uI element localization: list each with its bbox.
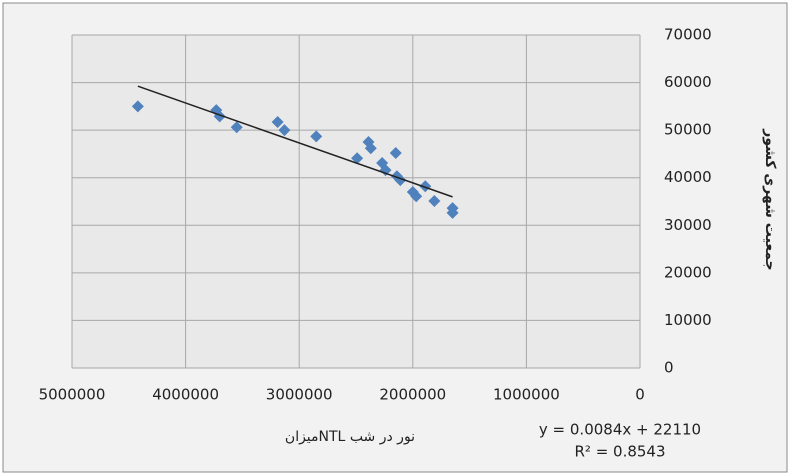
data-point <box>278 124 291 137</box>
data-point <box>364 142 377 155</box>
data-point <box>410 190 423 203</box>
y-tick-label: 0 <box>664 359 674 377</box>
data-point <box>428 195 441 208</box>
x-tick-label: 2000000 <box>379 386 446 404</box>
x-axis-title: میزانNTL نور در شب <box>285 429 415 445</box>
y-tick-label: 20000 <box>664 263 712 281</box>
y-axis-title: جمعیت شهری کشور <box>762 128 778 270</box>
trend-equation: y = 0.0084x + 22110 <box>539 421 701 439</box>
y-tick-label: 40000 <box>664 168 712 186</box>
data-point <box>351 152 364 165</box>
data-point <box>271 116 284 129</box>
data-point <box>230 121 243 134</box>
r-squared: R² = 0.8543 <box>574 443 665 461</box>
y-tick-label: 60000 <box>664 73 712 91</box>
data-point <box>379 164 392 177</box>
data-point <box>446 206 459 219</box>
data-point <box>310 130 323 143</box>
y-tick-label: 70000 <box>664 26 712 44</box>
y-tick-label: 30000 <box>664 216 712 234</box>
y-tick-label: 50000 <box>664 121 712 139</box>
data-point <box>419 180 432 193</box>
plot-area <box>72 35 640 368</box>
data-point <box>131 100 144 113</box>
y-tick-label: 10000 <box>664 311 712 329</box>
x-tick-label: 4000000 <box>152 386 219 404</box>
x-tick-label: 3000000 <box>266 386 333 404</box>
trendline <box>137 85 453 198</box>
x-tick-label: 0 <box>635 386 645 404</box>
x-tick-label: 1000000 <box>493 386 560 404</box>
data-point <box>389 146 402 159</box>
x-tick-label: 5000000 <box>39 386 106 404</box>
